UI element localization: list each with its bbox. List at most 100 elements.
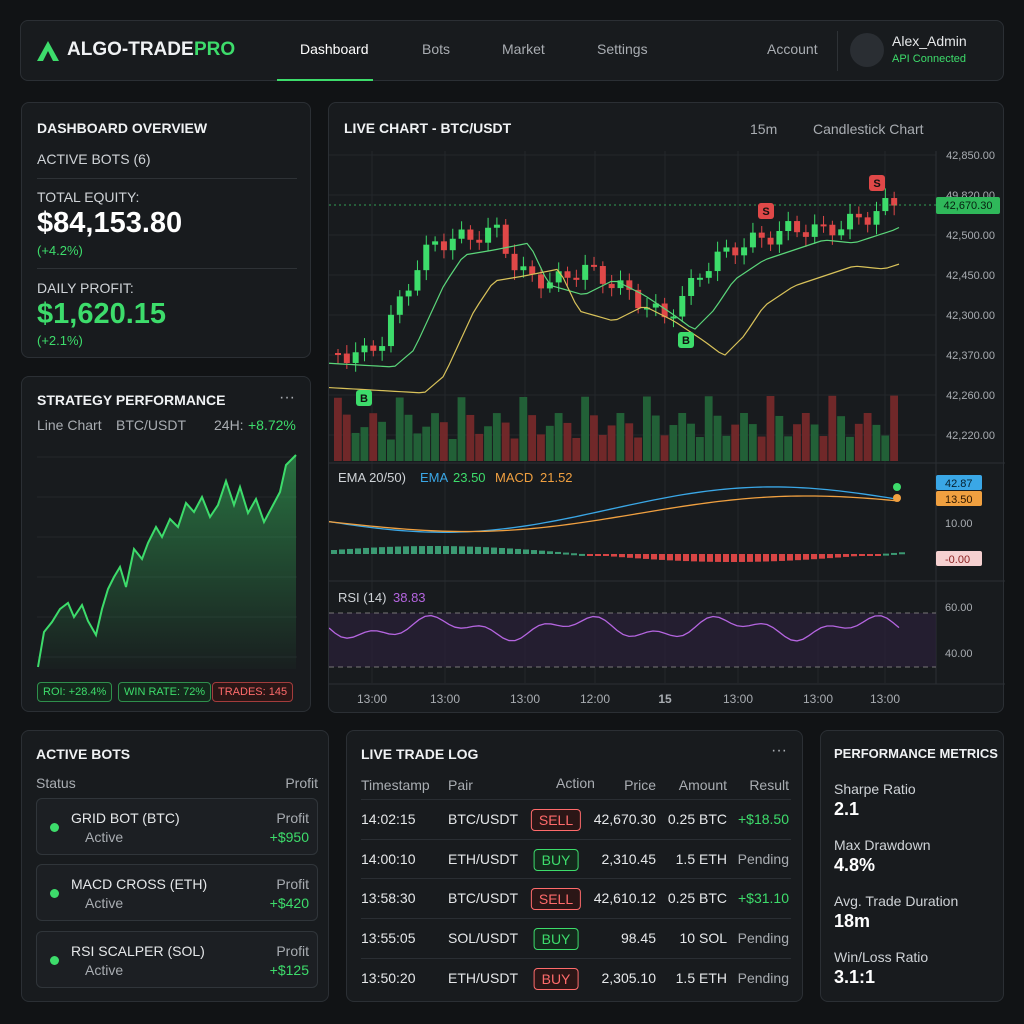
signal-marker bbox=[869, 175, 885, 191]
volume-bar bbox=[634, 437, 642, 461]
user-status: API Connected bbox=[892, 53, 966, 65]
metric-value: 18m bbox=[834, 911, 871, 931]
candle-body bbox=[405, 290, 412, 297]
nav-bots[interactable]: Bots bbox=[422, 41, 451, 57]
candle-body bbox=[414, 270, 421, 291]
brand-accent: PRO bbox=[194, 39, 236, 60]
cell: +$31.10 bbox=[738, 890, 789, 907]
volume-bar bbox=[722, 435, 731, 461]
cell: Pending bbox=[737, 969, 789, 986]
cell: 13:55:05 bbox=[361, 930, 416, 947]
area bbox=[38, 455, 296, 669]
ema-slow bbox=[329, 263, 900, 394]
chart-type[interactable]: Candlestick Chart bbox=[813, 121, 924, 137]
strategy-card: STRATEGY PERFORMANCE ··· Line Chart BTC/… bbox=[21, 376, 311, 712]
cell: ETH/USDT bbox=[448, 969, 518, 986]
live-chart-title: LIVE CHART - BTC/USDT bbox=[344, 120, 512, 136]
column-header: Action bbox=[556, 775, 595, 791]
volume-bar bbox=[439, 422, 448, 461]
candle-body bbox=[670, 316, 677, 319]
macd-bar bbox=[819, 554, 825, 559]
candle-body bbox=[829, 224, 836, 236]
macd-bar bbox=[411, 546, 417, 554]
metrics-title: PERFORMANCE METRICS bbox=[834, 746, 998, 761]
macd-bar bbox=[499, 547, 505, 554]
axis-tag bbox=[936, 491, 982, 506]
candle-body bbox=[608, 283, 615, 289]
cell: 0.25 BTC bbox=[667, 811, 727, 827]
account[interactable]: Account bbox=[767, 41, 818, 57]
signal-label: S bbox=[873, 178, 880, 190]
column-header: Pair bbox=[448, 777, 473, 793]
cell: 2,310.45 bbox=[601, 850, 657, 867]
active-bots-title: ACTIVE BOTS bbox=[36, 746, 131, 762]
divider bbox=[837, 31, 838, 71]
volume-bar bbox=[793, 424, 801, 461]
metric-label: Sharpe Ratio bbox=[834, 781, 916, 797]
price-label: 42,370.00 bbox=[946, 350, 995, 362]
candle-body bbox=[785, 221, 792, 232]
candle-body bbox=[485, 227, 492, 243]
avatar[interactable] bbox=[850, 33, 884, 67]
macd-bar bbox=[883, 553, 889, 556]
volume-bar bbox=[775, 415, 784, 461]
macd-bar bbox=[443, 546, 449, 554]
nav-dashboard[interactable]: Dashboard bbox=[300, 41, 369, 57]
macd-bar bbox=[699, 554, 705, 562]
macd-dot bbox=[893, 494, 901, 502]
interval[interactable]: 15m bbox=[750, 121, 778, 137]
axis-tag bbox=[936, 475, 982, 490]
rsi-value: 38.83 bbox=[393, 590, 426, 605]
volume-bar bbox=[642, 396, 651, 461]
trade-log-title: LIVE TRADE LOG bbox=[361, 746, 479, 762]
change-value: +8.72% bbox=[248, 417, 296, 433]
volume-bar bbox=[748, 424, 757, 461]
status-header: Status bbox=[36, 775, 76, 791]
candle-body bbox=[714, 251, 721, 272]
candle-body bbox=[776, 231, 783, 245]
action-badge: BUY bbox=[533, 967, 579, 990]
volume-bar bbox=[810, 424, 819, 461]
nav-settings[interactable]: Settings bbox=[597, 41, 648, 57]
macd-bar bbox=[347, 548, 353, 554]
cell: 1.5 ETH bbox=[675, 850, 727, 867]
price-label: 42,220.00 bbox=[946, 430, 995, 442]
cell: ETH/USDT bbox=[448, 850, 518, 867]
volume-bar bbox=[819, 436, 828, 461]
candle-body bbox=[688, 277, 695, 296]
performance-chart bbox=[37, 454, 297, 669]
price-label: 42,300.00 bbox=[946, 310, 995, 322]
cell: 42,610.12 bbox=[593, 890, 656, 907]
macd-bar bbox=[835, 554, 841, 558]
candle-body bbox=[467, 229, 474, 240]
line bbox=[37, 454, 297, 668]
axis-tag bbox=[936, 551, 982, 566]
bot-card[interactable]: MACD CROSS (ETH) Active Profit +$420 bbox=[36, 864, 318, 921]
macd-bar bbox=[363, 547, 369, 554]
volume-bar bbox=[501, 422, 510, 461]
nav-market[interactable]: Market bbox=[502, 41, 545, 57]
candle-body bbox=[855, 213, 862, 218]
candle-body bbox=[564, 271, 571, 278]
price-label: 42,260.00 bbox=[946, 390, 995, 402]
bot-card[interactable]: GRID BOT (BTC) Active Profit +$950 bbox=[36, 798, 318, 855]
cell: 13:58:30 bbox=[361, 890, 416, 907]
volume-bar bbox=[687, 423, 695, 461]
divider bbox=[37, 268, 297, 269]
time-label: 13:00 bbox=[430, 692, 460, 706]
menu[interactable]: ··· bbox=[279, 389, 295, 406]
macd-bar bbox=[339, 549, 345, 554]
menu[interactable]: ··· bbox=[771, 742, 787, 759]
candle-body bbox=[767, 237, 774, 245]
macd-line bbox=[329, 495, 900, 533]
macd-bar bbox=[523, 549, 529, 554]
bot-card[interactable]: RSI SCALPER (SOL) Active Profit +$125 bbox=[36, 931, 318, 988]
bot-profit: +$125 bbox=[269, 962, 309, 978]
metric-value: 2.1 bbox=[834, 799, 860, 819]
metric-label: Win/Loss Ratio bbox=[834, 949, 929, 965]
volume-bar bbox=[572, 438, 581, 461]
column-header: Amount bbox=[678, 777, 727, 793]
ema-label: EMA 20/50) bbox=[338, 470, 406, 485]
equity-label: TOTAL EQUITY: bbox=[37, 189, 140, 205]
